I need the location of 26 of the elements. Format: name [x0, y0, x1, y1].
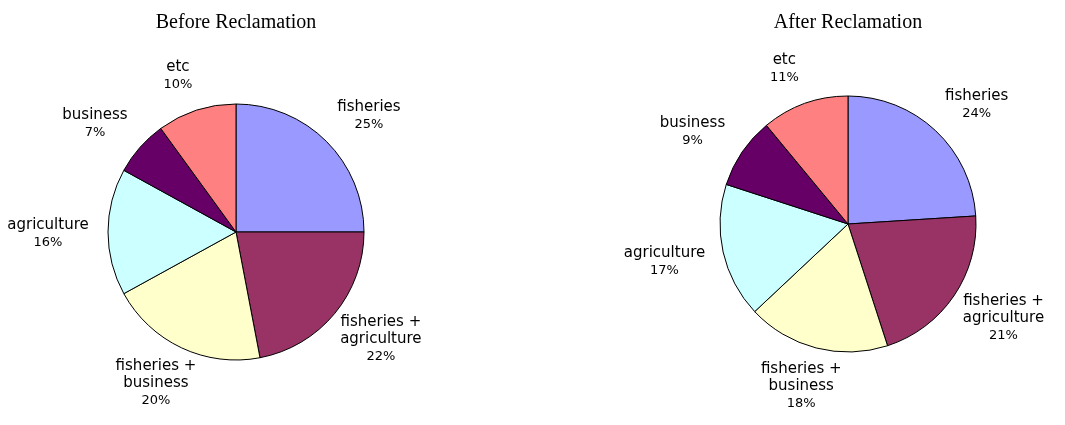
- slice-label: agriculture: [623, 242, 706, 261]
- slice-label: fisheries + agriculture: [340, 311, 422, 347]
- slice-label: business: [62, 104, 128, 123]
- data-label: 20%: [141, 392, 171, 408]
- data-label: 22%: [366, 347, 396, 363]
- slice-label: etc: [166, 56, 190, 75]
- data-label: 21%: [989, 327, 1018, 343]
- data-label: 24%: [962, 104, 992, 120]
- slice-label: fisheries + business: [115, 356, 197, 392]
- data-label: 17%: [650, 261, 679, 277]
- slice-label: agriculture: [7, 214, 89, 233]
- slice-label: fisheries: [337, 97, 401, 116]
- slice-label: fisheries: [945, 85, 1009, 104]
- slice-label: etc: [772, 50, 796, 69]
- data-label: 7%: [84, 123, 106, 139]
- chart-title: Before Reclamation: [155, 10, 317, 32]
- chart-title: After Reclamation: [773, 10, 923, 32]
- slice-label: fisheries + agriculture: [962, 291, 1045, 327]
- data-label: 25%: [354, 116, 384, 132]
- data-label: 10%: [163, 75, 193, 91]
- data-label: 16%: [33, 233, 63, 249]
- slice-label: fisheries + business: [760, 358, 842, 394]
- data-label: 9%: [682, 132, 703, 148]
- data-label: 18%: [786, 394, 816, 410]
- data-label: 11%: [769, 69, 799, 85]
- slice-label: business: [659, 113, 726, 132]
